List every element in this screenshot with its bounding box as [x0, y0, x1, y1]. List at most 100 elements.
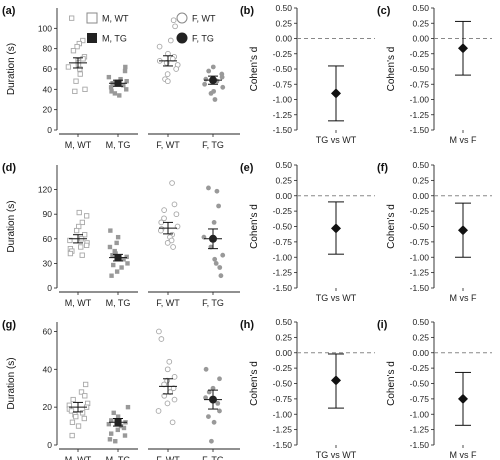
data-point-m-tg: [109, 418, 114, 423]
data-point-f-wt: [161, 215, 167, 222]
y-tick-label-g: 0: [47, 440, 52, 450]
data-point-m-wt: [77, 66, 83, 72]
data-point-f-wt: [156, 328, 162, 335]
x-tick-label-f-tg: F, TG: [202, 140, 224, 150]
y-tick-label-b: -1.50: [273, 125, 293, 135]
y-tick-label-e: -0.75: [273, 237, 293, 247]
data-point-m-tg: [119, 265, 124, 270]
data-point-f-tg: [209, 438, 214, 444]
data-point-m-wt: [67, 237, 73, 244]
panel-label-f: (f): [377, 162, 388, 174]
data-point-m-wt: [81, 415, 87, 422]
y-tick-label-d: 0: [47, 283, 52, 293]
y-tick-label-a: 60: [43, 64, 53, 74]
data-point-m-wt: [78, 244, 84, 250]
y-tick-label-b: -0.75: [273, 79, 293, 89]
data-point-f-tg: [214, 188, 220, 194]
y-tick-label-i: -1.25: [410, 425, 430, 435]
y-tick-label-e: 0.00: [275, 191, 292, 201]
y-axis-title-a: Duration (s): [6, 43, 17, 95]
y-axis-title-c: Cohen's d: [386, 47, 397, 92]
x-tick-label-m-tg: M, TG: [106, 455, 131, 460]
panel-label-g: (g): [2, 319, 16, 331]
x-tick-label-f-wt: F, WT: [156, 140, 180, 150]
effect-size-marker-i: [458, 393, 468, 404]
y-tick-label-e: -0.50: [273, 222, 293, 232]
data-point-f-wt: [158, 227, 164, 234]
data-point-f-tg: [212, 97, 218, 102]
y-tick-label-h: -1.00: [273, 409, 293, 419]
y-tick-label-f: -1.50: [410, 283, 430, 293]
y-tick-label-i: -0.75: [410, 394, 430, 404]
data-point-m-tg: [114, 240, 119, 246]
y-tick-label-c: 0.25: [412, 18, 429, 28]
data-point-f-tg: [203, 366, 209, 372]
data-point-m-wt: [72, 88, 78, 95]
effect-size-marker-f: [458, 225, 468, 236]
y-tick-label-g: 40: [43, 364, 53, 374]
x-tick-label-f-wt: F, WT: [156, 455, 180, 460]
y-tick-label-f: 0.50: [412, 160, 429, 170]
data-point-f-tg: [206, 68, 212, 74]
y-tick-label-i: -0.25: [410, 363, 430, 373]
data-point-m-wt: [69, 432, 75, 439]
data-point-m-tg: [121, 425, 127, 431]
data-point-m-tg: [124, 79, 129, 84]
data-point-f-wt: [170, 17, 177, 24]
data-point-m-wt: [78, 389, 85, 395]
data-point-f-wt: [173, 211, 180, 218]
data-point-m-tg: [124, 254, 129, 260]
data-point-m-wt: [79, 410, 86, 416]
y-tick-label-d: 30: [43, 258, 53, 268]
data-point-m-wt: [73, 413, 79, 420]
y-tick-label-i: -0.50: [410, 379, 430, 389]
data-point-m-wt: [70, 396, 76, 403]
effect-size-marker-b: [331, 88, 341, 99]
data-point-f-wt: [170, 244, 176, 250]
data-point-f-tg: [202, 81, 208, 87]
y-tick-label-h: 0.50: [275, 317, 292, 327]
data-point-f-wt: [170, 385, 177, 392]
data-point-m-wt: [69, 15, 75, 21]
effect-size-marker-h: [331, 375, 341, 386]
y-tick-label-c: -0.75: [410, 79, 430, 89]
data-point-m-tg: [113, 251, 118, 256]
x-tick-label-h: TG vs WT: [316, 450, 357, 460]
data-point-m-tg: [115, 427, 121, 433]
y-tick-label-i: 0.25: [412, 332, 429, 342]
y-axis-title-b: Cohen's d: [249, 47, 260, 92]
data-point-m-tg: [111, 262, 116, 268]
x-tick-label-f-wt: F, WT: [156, 298, 180, 308]
data-point-f-tg: [218, 273, 224, 279]
data-point-f-wt: [167, 37, 174, 44]
panel-label-h: (h): [240, 319, 254, 331]
y-tick-label-f: 0.25: [412, 175, 429, 185]
panel-label-e: (e): [240, 162, 254, 174]
y-tick-label-i: -1.50: [410, 440, 430, 450]
y-axis-title-h: Cohen's d: [249, 361, 260, 406]
data-point-f-wt: [164, 71, 171, 77]
data-point-m-tg: [112, 248, 117, 254]
y-tick-label-f: -0.50: [410, 222, 430, 232]
x-tick-label-f-tg: F, TG: [202, 298, 224, 308]
y-tick-label-a: 20: [43, 105, 53, 115]
y-tick-label-a: 80: [43, 44, 53, 54]
data-point-f-tg: [210, 385, 216, 391]
mean-marker-m-tg: [114, 254, 122, 262]
legend-label-3: F, TG: [192, 34, 214, 44]
data-point-f-tg: [208, 91, 214, 96]
data-point-f-tg: [210, 64, 216, 70]
data-point-m-tg: [118, 76, 123, 82]
mean-marker-m-tg: [114, 79, 122, 87]
legend-label-1: M, TG: [102, 34, 127, 44]
y-axis-title-d: Duration (s): [6, 200, 17, 252]
data-point-f-tg: [215, 400, 221, 406]
data-point-m-tg: [108, 228, 113, 233]
x-tick-label-e: TG vs WT: [316, 293, 357, 303]
panel-label-b: (b): [240, 5, 254, 17]
y-tick-label-e: 0.50: [275, 160, 292, 170]
y-tick-label-f: -1.00: [410, 252, 430, 262]
data-point-m-tg: [122, 433, 128, 438]
y-tick-label-a: 40: [43, 84, 53, 94]
